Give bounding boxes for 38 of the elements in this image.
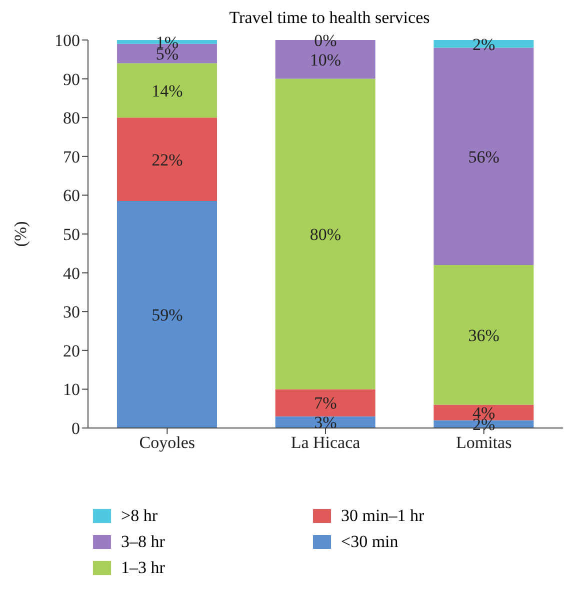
legend-label: >8 hr (121, 506, 158, 526)
data-label: 59% (152, 305, 183, 324)
bar (117, 201, 217, 428)
y-tick-label: 40 (63, 264, 80, 283)
legend-label: 30 min–1 hr (341, 506, 424, 526)
x-tick-label: La Hicaca (290, 433, 361, 452)
y-tick-label: 100 (54, 31, 80, 50)
x-tick-label: Lomitas (456, 433, 512, 452)
data-label: 10% (310, 50, 342, 70)
data-label: 36% (468, 326, 500, 345)
data-label: 80% (310, 224, 342, 244)
y-tick-label: 60 (63, 186, 80, 206)
bar (434, 265, 534, 405)
y-tick-label: 90 (63, 70, 80, 89)
legend-label: 1–3 hr (121, 558, 165, 578)
data-label: 56% (468, 147, 500, 166)
bar (275, 78, 376, 390)
data-label: 2% (472, 34, 496, 54)
bar (434, 404, 534, 420)
y-tick-label: 50 (63, 225, 80, 244)
data-label: 7% (314, 394, 337, 413)
y-tick-label: 20 (63, 341, 80, 360)
y-tick-label: 0 (72, 419, 80, 438)
y-tick-label: 10 (63, 380, 80, 400)
bar (117, 63, 217, 118)
data-label: 22% (152, 150, 183, 170)
y-axis-title: (%) (11, 221, 30, 247)
y-tick-label: 80 (63, 108, 80, 128)
y-tick-label: 70 (63, 147, 80, 166)
legend-label: <30 min (341, 532, 398, 552)
legend-label: 3–8 hr (121, 532, 165, 552)
chart-title: Travel time to health services (228, 8, 431, 28)
data-label: 14% (152, 81, 183, 100)
y-tick-label: 30 (63, 302, 80, 322)
data-label: 3% (314, 413, 337, 432)
bar (117, 118, 217, 202)
x-tick-label: Coyoles (139, 433, 196, 452)
bar (275, 389, 376, 416)
